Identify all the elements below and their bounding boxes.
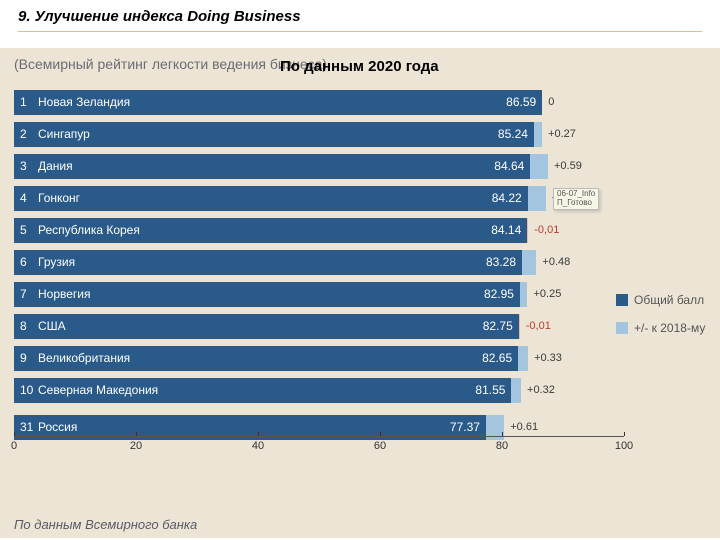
- rank-label: 8: [20, 314, 27, 339]
- main-bar: 5 Республика Корея 84.14: [14, 218, 527, 243]
- axis-tick: [624, 432, 625, 436]
- rank-label: 9: [20, 346, 27, 371]
- score-label: 84.22: [492, 186, 522, 211]
- axis-label: 60: [374, 440, 386, 452]
- country-label: Грузия: [38, 250, 75, 275]
- delta-bar: [511, 378, 521, 403]
- data-year-label: По данным 2020 года: [280, 58, 439, 75]
- main-bar: 9 Великобритания 82.65: [14, 346, 518, 371]
- delta-bar: [527, 218, 528, 243]
- table-row: 8 США 82.75 -0,01: [14, 314, 624, 341]
- delta-bar: [530, 154, 548, 179]
- table-row: 3 Дания 84.64 +0.59: [14, 154, 624, 181]
- axis-label: 20: [130, 440, 142, 452]
- tooltip-line2: П_Готово: [557, 199, 595, 208]
- score-label: 85.24: [498, 122, 528, 147]
- x-axis-line: [14, 436, 624, 437]
- main-bar: 10Северная Македония 81.55: [14, 378, 511, 403]
- delta-label: +0.33: [534, 346, 562, 371]
- country-label: Дания: [38, 154, 73, 179]
- delta-bar: [518, 346, 528, 371]
- table-row: 2 Сингапур 85.24 +0.27: [14, 122, 624, 149]
- main-bar: 3 Дания 84.64: [14, 154, 530, 179]
- axis-tick: [380, 432, 381, 436]
- score-label: 84.64: [494, 154, 524, 179]
- rank-label: 7: [20, 282, 27, 307]
- axis-label: 100: [615, 440, 633, 452]
- country-label: Великобритания: [38, 346, 130, 371]
- source-label: По данным Всемирного банка: [14, 517, 197, 532]
- delta-label: -0,01: [526, 314, 551, 339]
- country-label: США: [38, 314, 66, 339]
- table-row: 9 Великобритания 82.65 +0.33: [14, 346, 624, 373]
- delta-label: -0,01: [534, 218, 559, 243]
- axis-tick: [136, 432, 137, 436]
- delta-label: +0.32: [527, 378, 555, 403]
- delta-bar: [528, 186, 546, 211]
- delta-label: +0.48: [542, 250, 570, 275]
- main-bar: 8 США 82.75: [14, 314, 519, 339]
- legend-swatch-main: [616, 294, 628, 306]
- axis-tick: [502, 432, 503, 436]
- chart-area: (Всемирный рейтинг легкости ведения бизн…: [0, 48, 720, 538]
- main-bar: 4 Гонконг 84.22: [14, 186, 528, 211]
- legend: Общий балл +/- к 2018-му: [616, 293, 706, 349]
- page-title: 9. Улучшение индекса Doing Business: [18, 8, 702, 25]
- table-row: 5 Республика Корея 84.14 -0,01: [14, 218, 624, 245]
- axis-tick: [258, 432, 259, 436]
- title-underline: [18, 31, 702, 32]
- main-bar: 1 Новая Зеландия 86.59: [14, 90, 542, 115]
- rank-label: 10: [20, 378, 33, 403]
- delta-bar: [519, 314, 520, 339]
- table-row: 10Северная Македония 81.55 +0.32: [14, 378, 624, 405]
- title-area: 9. Улучшение индекса Doing Business: [0, 0, 720, 27]
- main-bar: 7 Норвегия 82.95: [14, 282, 520, 307]
- score-label: 86.59: [506, 90, 536, 115]
- main-bar: 2 Сингапур 85.24: [14, 122, 534, 147]
- country-label: Норвегия: [38, 282, 91, 307]
- legend-delta-label: +/- к 2018-му: [634, 321, 705, 335]
- delta-bar: [522, 250, 536, 275]
- rank-label: 1: [20, 90, 27, 115]
- score-label: 82.95: [484, 282, 514, 307]
- legend-main: Общий балл: [616, 293, 706, 307]
- score-label: 82.75: [483, 314, 513, 339]
- legend-delta: +/- к 2018-му: [616, 321, 706, 335]
- delta-label: +0.59: [554, 154, 582, 179]
- country-label: Гонконг: [38, 186, 80, 211]
- score-label: 84.14: [491, 218, 521, 243]
- rank-label: 3: [20, 154, 27, 179]
- delta-label: +0.27: [548, 122, 576, 147]
- axis-label: 80: [496, 440, 508, 452]
- page-root: 9. Улучшение индекса Doing Business (Все…: [0, 0, 720, 540]
- axis-tick: [14, 432, 15, 436]
- axis-label: 40: [252, 440, 264, 452]
- country-label: Республика Корея: [38, 218, 140, 243]
- table-row: 31Россия77.37+0.61: [14, 415, 624, 442]
- rank-label: 2: [20, 122, 27, 147]
- table-row: 4Гонконг84.22+0.: [14, 186, 624, 213]
- delta-label: 0: [548, 90, 554, 115]
- table-row: 6 Грузия 83.28 +0.48: [14, 250, 624, 277]
- score-label: 82.65: [482, 346, 512, 371]
- delta-bar: [534, 122, 542, 147]
- bars-container: 1 Новая Зеландия 86.59 0 2 Сингапур 85.24 +0.27…: [14, 90, 624, 447]
- axis-label: 0: [11, 440, 17, 452]
- score-label: 83.28: [486, 250, 516, 275]
- delta-label: +0.25: [533, 282, 561, 307]
- country-label: Северная Македония: [38, 378, 158, 403]
- legend-swatch-delta: [616, 322, 628, 334]
- table-row: 1 Новая Зеландия 86.59 0: [14, 90, 624, 117]
- rank-label: 5: [20, 218, 27, 243]
- rank-label: 6: [20, 250, 27, 275]
- tooltip-artifact: 06-07_Info П_Готово: [553, 188, 599, 210]
- delta-bar: [520, 282, 528, 307]
- main-bar: 6 Грузия 83.28: [14, 250, 522, 275]
- country-label: Сингапур: [38, 122, 90, 147]
- country-label: Новая Зеландия: [38, 90, 130, 115]
- legend-main-label: Общий балл: [634, 293, 704, 307]
- table-row: 7 Норвегия 82.95 +0.25: [14, 282, 624, 309]
- score-label: 81.55: [475, 378, 505, 403]
- rank-label: 4: [20, 186, 27, 211]
